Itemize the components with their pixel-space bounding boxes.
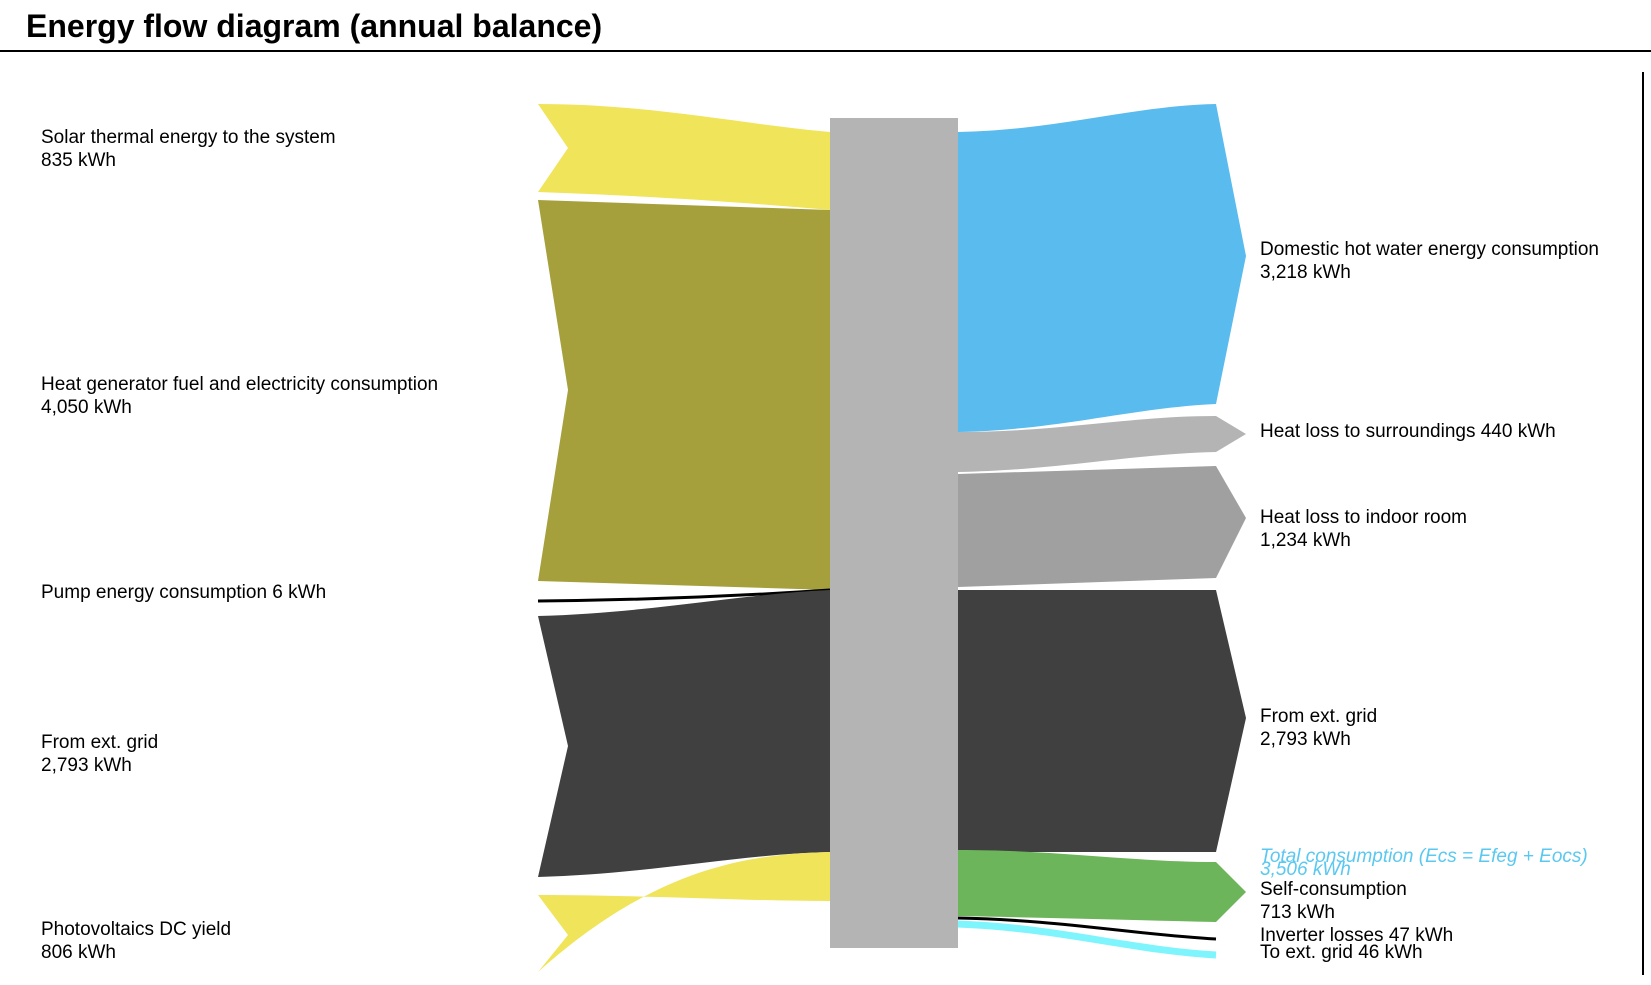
title-divider (0, 50, 1651, 52)
label-to-ext-grid: To ext. grid 46 kWh (1260, 942, 1423, 963)
flow-self-consumption (958, 850, 1246, 922)
label-loss-surroundings: Heat loss to surroundings 440 kWh (1260, 421, 1556, 442)
label-fuel-name: Heat generator fuel and electricity cons… (41, 374, 438, 395)
page-title: Energy flow diagram (annual balance) (26, 8, 603, 44)
flow-to-ext-grid (957, 920, 1217, 959)
label-dhw-value: 3,218 kWh (1260, 262, 1351, 283)
label-self-consumption-value: 713 kWh (1260, 902, 1335, 923)
central-hub-bar (830, 118, 958, 948)
label-grid-in-value: 2,793 kWh (41, 755, 132, 776)
label-solar-name: Solar thermal energy to the system (41, 127, 336, 148)
label-self-consumption-name: Self-consumption (1260, 879, 1407, 900)
label-solar-value: 835 kWh (41, 150, 116, 171)
flow-solar-thermal (538, 104, 830, 210)
flow-heat-generator (538, 200, 830, 590)
label-pv-name: Photovoltaics DC yield (41, 919, 231, 940)
label-pv-value: 806 kWh (41, 942, 116, 963)
flow-pv-dc (538, 852, 830, 972)
label-grid-in-name: From ext. grid (41, 732, 158, 753)
flow-heat-loss-indoor (958, 466, 1246, 587)
label-loss-room-value: 1,234 kWh (1260, 530, 1351, 551)
flow-pump-energy (537, 588, 831, 603)
label-grid-out-name: From ext. grid (1260, 706, 1377, 727)
label-loss-room-name: Heat loss to indoor room (1260, 507, 1467, 528)
flow-heat-loss-surroundings (958, 416, 1246, 472)
flow-grid-in (538, 590, 830, 877)
label-pump-name: Pump energy consumption 6 kWh (41, 582, 326, 603)
right-border-line (1642, 72, 1644, 975)
flow-inverter-losses (957, 916, 1217, 941)
label-fuel-value: 4,050 kWh (41, 397, 132, 418)
flow-grid-out (958, 590, 1246, 852)
label-dhw-name: Domestic hot water energy consumption (1260, 239, 1599, 260)
annotation-total-consumption-value: 3,506 kWh (1260, 859, 1351, 880)
label-inverter-losses: Inverter losses 47 kWh (1260, 925, 1453, 946)
flow-domestic-hot-water (958, 104, 1246, 432)
annotation-total-consumption: Total consumption (Ecs = Efeg + Eocs) (1260, 846, 1588, 867)
label-grid-out-value: 2,793 kWh (1260, 729, 1351, 750)
